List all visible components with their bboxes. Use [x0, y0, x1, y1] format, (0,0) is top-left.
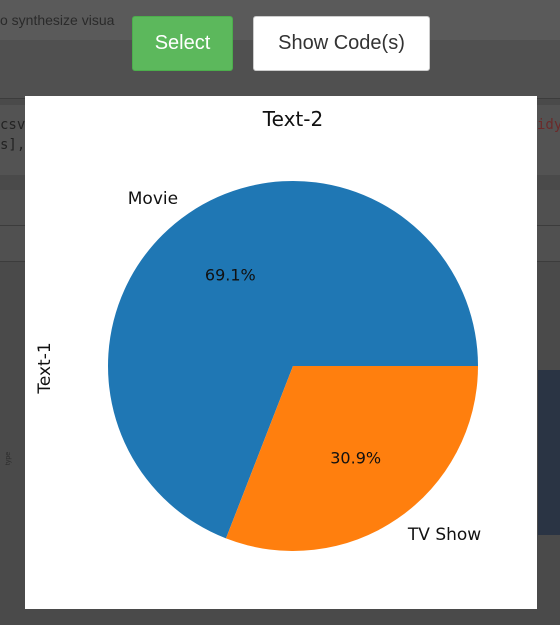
pie-category-label: Movie — [128, 189, 178, 209]
pie-slice-tv-show — [225, 366, 478, 551]
background-code-line: csv — [0, 117, 26, 133]
pie-slice-movie — [108, 181, 479, 539]
select-button[interactable]: Select — [132, 16, 233, 71]
show-code-button[interactable]: Show Code(s) — [253, 16, 430, 71]
chart-title: Text-2 — [262, 107, 323, 131]
background-code-fragment: idy — [537, 117, 560, 133]
pie-chart: Text-2 Text-1 Movie 69.1% TV Show 30.9% — [35, 107, 481, 551]
background-prompt-text: o synthesize visua — [0, 12, 115, 28]
background-axis-label: type — [5, 451, 13, 466]
background-panel — [538, 370, 560, 535]
y-axis-label: Text-1 — [35, 342, 55, 394]
pie-category-label: TV Show — [407, 525, 481, 545]
pie-percent-label: 69.1% — [205, 265, 256, 284]
background-code-line: s], — [0, 137, 26, 153]
pie-percent-label: 30.9% — [330, 449, 381, 468]
chart-preview: Text-2 Text-1 Movie 69.1% TV Show 30.9% — [25, 96, 537, 609]
